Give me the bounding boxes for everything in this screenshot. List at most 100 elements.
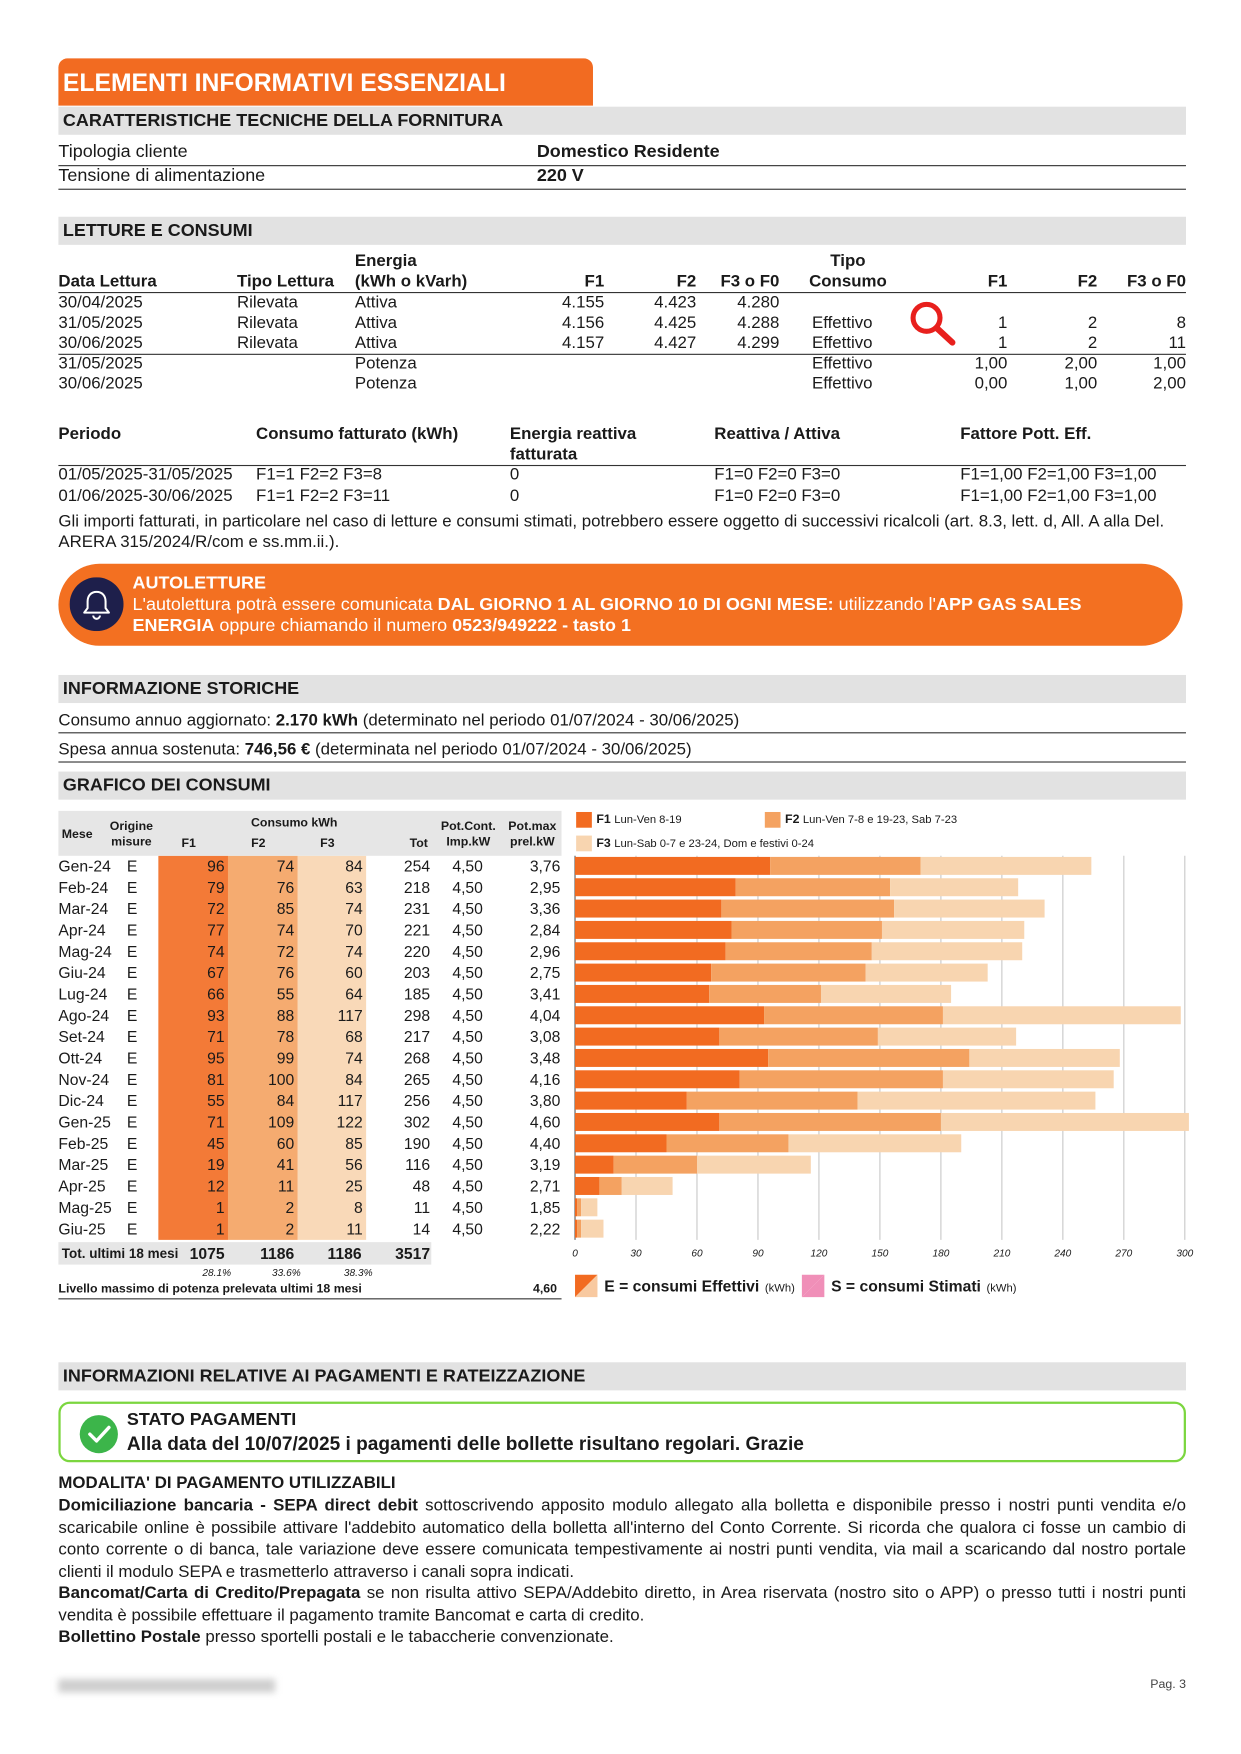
bar-segment — [820, 984, 952, 1003]
origin: E — [126, 1112, 138, 1131]
bar-segment — [768, 1048, 970, 1067]
bar-segment — [575, 1198, 578, 1217]
legend-name: F2 — [785, 813, 800, 827]
fascia-value: 41 — [276, 1155, 295, 1174]
cell: 31/05/2025 — [58, 354, 143, 374]
column-header: Periodo — [58, 424, 122, 444]
x-tick-label: 270 — [1115, 1247, 1133, 1259]
cell: 4.280 — [737, 293, 780, 313]
fascia-value: 79 — [207, 878, 225, 897]
status-title: STATO PAGAMENTI — [126, 1410, 297, 1430]
origin: E — [126, 920, 138, 939]
payment-method: Bollettino Postale presso sportelli post… — [58, 1626, 1186, 1648]
power-contract: 4,50 — [452, 984, 483, 1003]
x-tick-label: 150 — [871, 1247, 889, 1259]
cell: 4.157 — [562, 333, 605, 353]
fascia-value: 12 — [207, 1176, 225, 1195]
bar-segment — [920, 856, 1092, 875]
cell: Effettivo — [811, 313, 873, 333]
power-contract: 4,50 — [452, 1027, 483, 1046]
origin: E — [126, 942, 138, 961]
status-box — [58, 1401, 1186, 1463]
legend-swatch — [575, 1274, 598, 1298]
cell: 30/06/2025 — [58, 333, 143, 353]
x-tick-label: 30 — [630, 1247, 642, 1259]
origin: E — [126, 899, 138, 918]
bar-segment — [942, 1070, 1114, 1089]
payment-method: Domiciliazione bancaria - SEPA direct de… — [58, 1495, 1186, 1583]
column-header: Fattore Pott. Eff. — [960, 424, 1092, 444]
legend-name: F1 — [596, 813, 611, 827]
column-header: Reattiva / Attiva — [714, 424, 841, 444]
cell: 11 — [1168, 333, 1186, 353]
column-header: Tipo Lettura — [236, 271, 334, 291]
rule — [58, 353, 1186, 355]
total: 190 — [403, 1134, 431, 1153]
x-tick-label: 0 — [572, 1247, 578, 1259]
origin: E — [126, 963, 138, 982]
fascia-value: 74 — [207, 942, 225, 961]
fascia-value: 81 — [207, 1070, 225, 1089]
bar-segment — [731, 920, 882, 939]
power-contract: 4,50 — [452, 942, 483, 961]
fascia-value: 70 — [345, 920, 363, 939]
text: Spesa annua sostenuta: — [58, 740, 245, 760]
section-bar — [58, 674, 1186, 704]
power-max: 1,85 — [529, 1198, 561, 1217]
bar-segment — [575, 856, 771, 875]
text: (determinata nel periodo 01/07/2024 - 30… — [310, 740, 692, 760]
bar-segment — [575, 1155, 614, 1174]
bar-segment — [575, 1027, 720, 1046]
rule — [58, 761, 1186, 763]
cell: 4.299 — [737, 333, 780, 353]
fascia-value: 117 — [337, 1006, 363, 1025]
origin: E — [126, 1070, 138, 1089]
fascia-value: 2 — [285, 1198, 295, 1217]
field-value: Domestico Residente — [536, 142, 720, 162]
cell: 2,00 — [1064, 354, 1098, 374]
x-tick-label: 60 — [691, 1247, 703, 1259]
power-contract: 4,50 — [452, 1176, 483, 1195]
x-tick-label: 180 — [932, 1247, 950, 1259]
fascia-value: 66 — [207, 984, 225, 1003]
header-title: ELEMENTI INFORMATIVI ESSENZIALI — [62, 68, 506, 97]
column-header: Energia reattiva fatturata — [509, 424, 637, 464]
month: Mag-25 — [58, 1198, 112, 1217]
fascia-value: 71 — [207, 1112, 225, 1131]
cell: 1,00 — [1153, 354, 1186, 374]
rule — [58, 165, 1186, 167]
bar-segment — [739, 1070, 943, 1089]
month: Ago-24 — [58, 1006, 110, 1025]
column-header: F2 — [1077, 271, 1098, 291]
bar-segment — [581, 1198, 598, 1217]
fascia-value: 76 — [276, 878, 295, 897]
column-header: Consumo fatturato (kWh) — [256, 424, 459, 444]
legend-entry: F3 Lun-Sab 0-7 e 23-24, Dom e festivi 0-… — [596, 833, 814, 854]
fascia-value: 109 — [268, 1112, 295, 1131]
share: 38.3% — [343, 1266, 373, 1279]
cell: 2 — [1087, 313, 1098, 333]
fascia-value: 55 — [207, 1091, 225, 1110]
totals-bg — [58, 1242, 432, 1265]
month: Mag-24 — [58, 942, 112, 961]
power-contract: 4,50 — [452, 1112, 483, 1131]
column-header: F2 — [676, 271, 697, 291]
bar-segment — [621, 1176, 673, 1195]
x-tick-label: 240 — [1054, 1247, 1072, 1259]
fascia-value: 85 — [345, 1134, 363, 1153]
legend-swatch — [576, 811, 592, 828]
cell: Attiva — [354, 333, 398, 353]
column-header: F1 — [584, 271, 605, 291]
fascia-value: 77 — [207, 920, 225, 939]
power-contract: 4,50 — [452, 920, 483, 939]
power-contract: 4,50 — [452, 878, 483, 897]
cell: 4.288 — [737, 313, 780, 333]
fascia-value: 93 — [207, 1006, 225, 1025]
month: Ott-24 — [58, 1048, 103, 1067]
table-header: Pot.max prel.kW — [508, 819, 557, 850]
total: 302 — [403, 1112, 431, 1131]
fascia-value: 1 — [215, 1219, 225, 1238]
bold-text: 0523/949222 - tasto 1 — [452, 616, 631, 636]
fascia-value: 45 — [207, 1134, 225, 1153]
